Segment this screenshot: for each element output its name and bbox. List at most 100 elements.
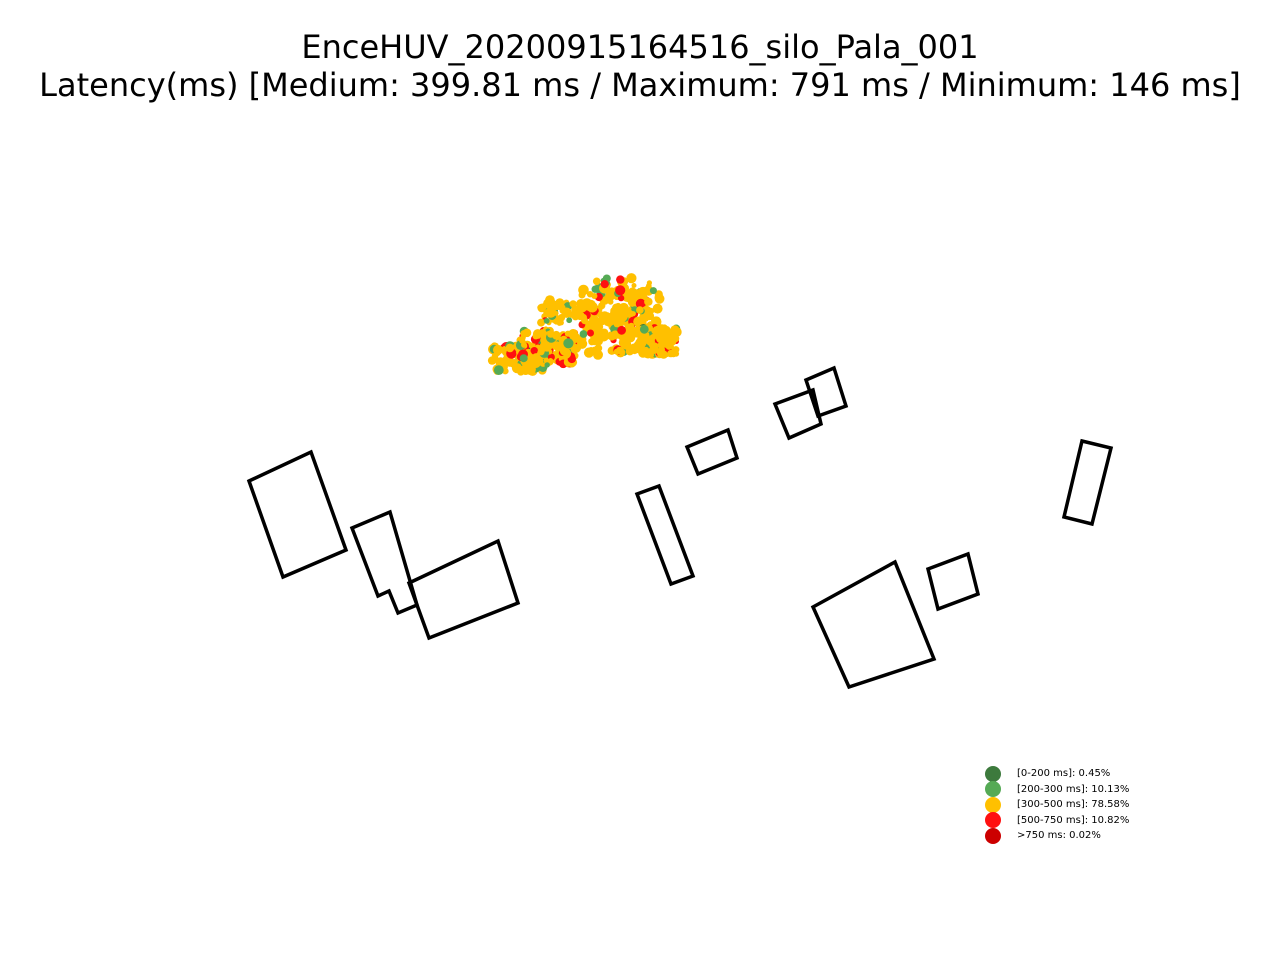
latency-point [639, 324, 649, 334]
latency-point [579, 330, 588, 338]
latency-point [570, 333, 581, 343]
latency-point [669, 327, 680, 338]
latency-point [673, 350, 680, 357]
latency-point [615, 285, 626, 296]
latency-point [563, 338, 574, 349]
latency-point [615, 346, 624, 355]
latency-point [538, 329, 547, 338]
legend-marker-0-200 [985, 765, 1001, 782]
legend: [0-200 ms]: 0.45% [200-300 ms]: 10.13% [… [985, 765, 1130, 844]
latency-point [642, 346, 650, 354]
latency-point [591, 293, 598, 299]
latency-point [504, 357, 515, 367]
legend-item-200-300: [200-300 ms]: 10.13% [985, 781, 1130, 798]
building-outline-3 [406, 538, 521, 641]
latency-point [616, 275, 625, 284]
latency-point [578, 303, 587, 313]
latency-point [600, 280, 609, 289]
latency-point [644, 297, 653, 306]
latency-point [519, 337, 526, 344]
latency-point [592, 277, 601, 286]
legend-marker-300-500 [985, 796, 1001, 813]
latency-point [607, 312, 616, 322]
latency-point [543, 318, 550, 324]
latency-point [599, 311, 610, 322]
latency-point [537, 348, 545, 356]
latency-point [654, 293, 665, 304]
latency-point [580, 314, 587, 321]
latency-point [643, 285, 654, 296]
latency-point [630, 311, 636, 317]
latency-point [598, 302, 606, 310]
latency-point [586, 301, 598, 313]
latency-point [532, 333, 539, 340]
latency-point [537, 318, 546, 327]
building-outline-6 [772, 387, 824, 441]
latency-point [607, 298, 614, 305]
latency-point [505, 343, 515, 353]
legend-label-over-750: >750 ms: 0.02% [1017, 830, 1101, 842]
latency-point [556, 320, 563, 326]
latency-point [629, 294, 635, 300]
legend-label-200-300: [200-300 ms]: 10.13% [1017, 783, 1130, 795]
latency-point [622, 310, 631, 318]
building-outline-9 [810, 559, 937, 690]
building-outline-8 [1061, 438, 1114, 527]
latency-point [628, 287, 637, 297]
latency-point [493, 365, 504, 375]
latency-point [556, 302, 565, 311]
latency-point [519, 354, 528, 363]
latency-point [631, 283, 637, 288]
latency-point [493, 344, 503, 355]
building-outline-7 [803, 365, 849, 419]
chart-title: EnceHUV_20200915164516_silo_Pala_001 [301, 28, 979, 66]
latency-point [548, 358, 554, 364]
latency-point [642, 334, 650, 342]
latency-point [578, 284, 589, 296]
latency-point [587, 347, 595, 354]
latency-point [593, 349, 603, 360]
latency-point [655, 329, 666, 339]
latency-point [652, 303, 663, 314]
chart-subtitle: Latency(ms) [Medium: 399.81 ms / Maximum… [39, 66, 1241, 104]
chart-title-block: EnceHUV_20200915164516_silo_Pala_001 Lat… [0, 28, 1280, 104]
latency-point [649, 287, 657, 295]
legend-item-300-500: [300-500 ms]: 78.58% [985, 796, 1129, 813]
legend-marker-200-300 [985, 781, 1001, 798]
legend-marker-500-750 [985, 812, 1001, 829]
latency-point [564, 330, 572, 337]
latency-point [544, 362, 550, 368]
latency-point [547, 330, 555, 338]
latency-point [610, 330, 620, 340]
latency-point [618, 337, 630, 348]
latency-point [511, 363, 523, 374]
building-outline-5 [684, 427, 740, 477]
latency-point [613, 321, 620, 328]
latency-point [543, 357, 550, 364]
latency-point [635, 298, 646, 309]
legend-item-0-200: [0-200 ms]: 0.45% [985, 765, 1129, 782]
legend-label-0-200: [0-200 ms]: 0.45% [1017, 768, 1111, 780]
building-outline-4 [634, 483, 696, 587]
latency-point [534, 356, 544, 366]
building-outlines [246, 365, 1114, 690]
latency-point [530, 347, 539, 355]
latency-point [617, 325, 626, 335]
latency-point [636, 306, 644, 314]
latency-point [662, 341, 670, 348]
latency-point [553, 341, 560, 348]
legend-item-500-750: [500-750 ms]: 10.82% [985, 812, 1129, 829]
latency-point [580, 340, 587, 348]
latency-point [600, 328, 609, 337]
latency-point [667, 349, 675, 358]
latency-point [545, 306, 557, 318]
latency-point [566, 317, 573, 324]
latency-point [626, 273, 637, 284]
latency-point [633, 316, 644, 327]
latency-point [628, 322, 635, 329]
latency-points [487, 273, 682, 376]
latency-point [648, 352, 654, 358]
latency-point [656, 349, 664, 357]
latency-point [587, 329, 594, 337]
